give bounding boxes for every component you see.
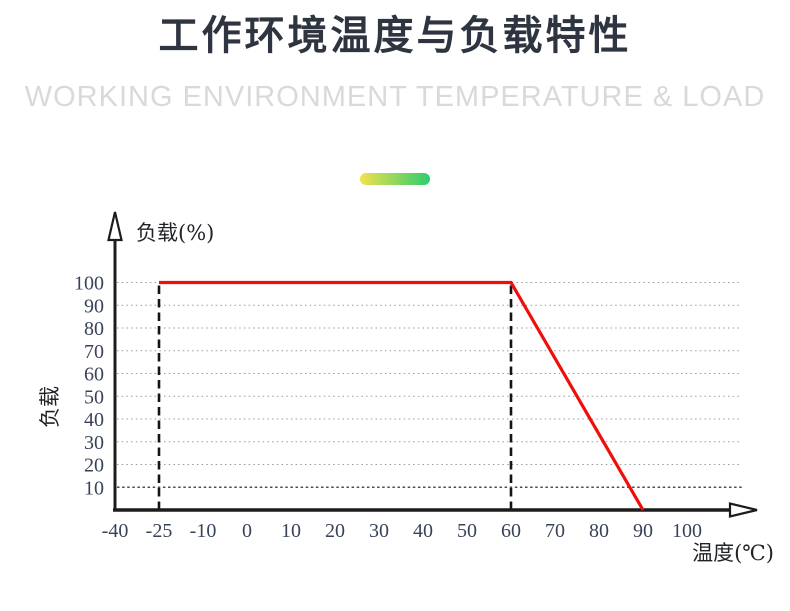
page-subtitle: WORKING ENVIRONMENT TEMPERATURE & LOAD	[24, 81, 766, 113]
x-tick-label: -40	[102, 520, 129, 542]
y-axis-side-title: 负载	[38, 386, 62, 428]
x-tick-label: -10	[190, 520, 217, 542]
y-axis-title: 负载(%)	[136, 221, 214, 245]
y-tick-label: 50	[84, 386, 104, 408]
x-tick-label: 10	[281, 520, 301, 542]
page-title: 工作环境温度与负载特性	[158, 14, 632, 58]
x-tick-label: 60	[501, 520, 521, 542]
y-tick-label: 10	[84, 477, 104, 499]
y-tick-label: 60	[84, 364, 104, 386]
y-tick-label: 70	[84, 341, 104, 363]
x-tick-label: 50	[457, 520, 477, 542]
y-tick-label: 100	[74, 273, 104, 295]
x-tick-label: -25	[146, 520, 173, 542]
x-tick-label: 100	[672, 520, 702, 542]
x-axis-title: 温度(℃)	[692, 541, 774, 565]
x-tick-label: 40	[413, 520, 433, 542]
x-tick-label: 80	[589, 520, 609, 542]
x-axis-arrow-icon	[728, 502, 758, 518]
y-tick-label: 20	[84, 455, 104, 477]
accent-divider	[360, 173, 430, 185]
y-tick-label: 90	[84, 295, 104, 317]
x-tick-label: 30	[369, 520, 389, 542]
x-tick-label: 90	[633, 520, 653, 542]
x-tick-label: 0	[242, 520, 252, 542]
y-tick-label: 40	[84, 409, 104, 431]
y-tick-label: 30	[84, 432, 104, 454]
y-axis-arrow-icon	[107, 211, 123, 242]
load-temperature-chart: 10 20 30 40 50 60 70 80 90 100 -40 -25 -10 0 10 20 30 40 5…	[0, 200, 790, 606]
x-tick-label: 70	[545, 520, 565, 542]
series-load-curve	[159, 280, 645, 511]
y-tick-label: 80	[84, 318, 104, 340]
x-tick-label: 20	[325, 520, 345, 542]
